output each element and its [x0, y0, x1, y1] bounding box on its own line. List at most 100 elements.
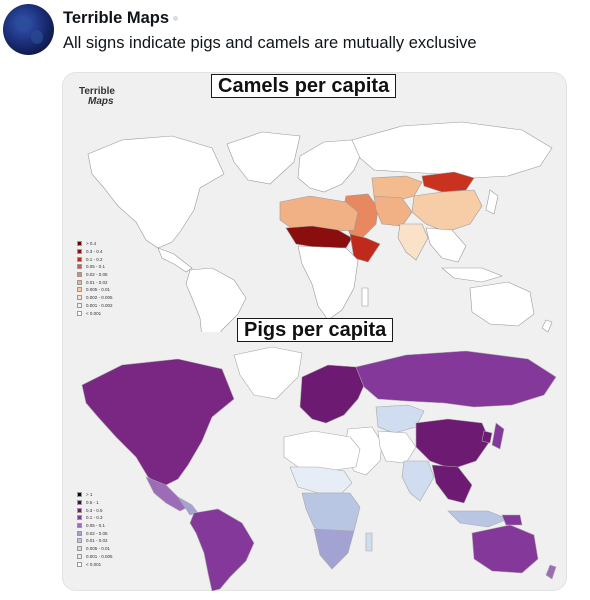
region-mexico	[145, 476, 189, 512]
legend-row: 0.002 - 0.005	[77, 294, 113, 302]
legend-swatch	[77, 546, 82, 552]
legend-row: 0.001 - 0.002	[77, 302, 113, 310]
camels-legend: > 0.4 0.3 - 0.4 0.1 - 0.2 0.05 - 0.1 0.02 - …	[77, 240, 113, 317]
legend-row: 0.1 - 0.2	[77, 255, 113, 263]
region-china	[411, 189, 483, 233]
legend-label: 0.005 - 0.01	[86, 546, 111, 552]
legend-row: < 0.001	[77, 309, 113, 317]
legend-label: 0.001 - 0.002	[86, 302, 113, 308]
region-southern-africa	[313, 528, 355, 570]
legend-swatch	[77, 507, 82, 513]
legend-row: 0.005 - 0.01	[77, 545, 113, 553]
region-north-america	[87, 135, 225, 249]
legend-swatch	[77, 264, 82, 270]
region-russia	[355, 350, 557, 408]
logo-line-1: Terrible	[79, 86, 115, 97]
region-russia	[351, 121, 553, 179]
camels-map-title: Camels per capita	[211, 74, 397, 98]
terrible-maps-logo: Terrible Maps	[79, 87, 115, 107]
region-southeast-asia	[425, 227, 467, 263]
region-papua	[501, 514, 523, 526]
legend-row: 0.001 - 0.005	[77, 553, 113, 561]
legend-swatch	[77, 500, 82, 506]
legend-row: 0.05 - 0.1	[77, 522, 113, 530]
author-header: Terrible Maps	[63, 7, 179, 29]
legend-swatch	[77, 272, 82, 278]
region-mongolia	[421, 171, 475, 193]
legend-row: > 1	[77, 491, 113, 499]
legend-swatch	[77, 492, 82, 498]
map-landmasses	[87, 121, 553, 332]
pigs-map-title: Pigs per capita	[237, 318, 394, 342]
region-new-zealand	[545, 564, 557, 580]
legend-label: 0.3 - 0.5	[86, 507, 103, 513]
pigs-world-map	[81, 346, 557, 591]
legend-label: 0.02 - 0.05	[86, 530, 108, 536]
legend-row: > 0.4	[77, 240, 113, 248]
author-name[interactable]: Terrible Maps	[63, 8, 170, 27]
logo-line-2: Maps	[88, 96, 114, 107]
region-europe	[299, 364, 367, 424]
verified-badge-icon	[173, 15, 179, 21]
legend-label: < 0.001	[86, 310, 102, 316]
region-south-america	[189, 508, 255, 591]
tweet-text: All signs indicate pigs and camels are m…	[63, 34, 477, 52]
region-west-africa	[289, 466, 353, 494]
region-japan	[485, 189, 499, 215]
legend-row: 0.01 - 0.02	[77, 537, 113, 545]
tweet-media-image[interactable]: Terrible Maps Camels per capita Pigs per…	[62, 72, 567, 591]
legend-swatch	[77, 256, 82, 262]
legend-row: < 0.001	[77, 560, 113, 568]
region-south-america	[185, 267, 247, 332]
legend-label: 0.001 - 0.005	[86, 553, 113, 559]
legend-label: 0.05 - 0.1	[86, 523, 106, 529]
region-greenland	[233, 346, 303, 400]
region-indonesia	[447, 510, 509, 528]
legend-swatch	[77, 538, 82, 544]
legend-row: 0.02 - 0.05	[77, 529, 113, 537]
legend-label: 0.002 - 0.005	[86, 295, 113, 301]
region-australia	[471, 524, 539, 574]
legend-label: 0.1 - 0.3	[86, 515, 103, 521]
legend-swatch	[77, 279, 82, 285]
region-china	[415, 418, 491, 470]
legend-label: < 0.001	[86, 561, 102, 567]
pigs-legend: > 1 0.5 - 1 0.3 - 0.5 0.1 - 0.3 0.05 - 0.1 0.…	[77, 491, 113, 568]
legend-row: 0.5 - 1	[77, 499, 113, 507]
legend-label: 0.5 - 1	[86, 500, 99, 506]
legend-swatch	[77, 523, 82, 529]
region-north-africa	[283, 430, 361, 472]
region-sub-saharan-africa	[297, 245, 359, 321]
region-indonesia	[441, 267, 503, 283]
legend-swatch	[77, 241, 82, 247]
region-korea	[481, 430, 493, 444]
map-landmasses	[81, 346, 557, 591]
region-india	[401, 460, 435, 502]
legend-label: 0.05 - 0.1	[86, 264, 106, 270]
legend-swatch	[77, 515, 82, 521]
legend-swatch	[77, 530, 82, 536]
legend-swatch	[77, 310, 82, 316]
avatar-landmass	[31, 30, 43, 44]
legend-swatch	[77, 302, 82, 308]
legend-row: 0.1 - 0.3	[77, 514, 113, 522]
region-horn-of-africa	[349, 233, 381, 263]
legend-swatch	[77, 553, 82, 559]
legend-label: 0.005 - 0.01	[86, 287, 111, 293]
legend-swatch	[77, 249, 82, 255]
region-new-zealand	[541, 319, 553, 332]
legend-swatch	[77, 561, 82, 567]
legend-swatch	[77, 295, 82, 301]
legend-label: > 1	[86, 492, 93, 498]
legend-row: 0.01 - 0.02	[77, 278, 113, 286]
legend-swatch	[77, 287, 82, 293]
region-madagascar	[365, 532, 373, 552]
legend-label: 0.3 - 0.4	[86, 249, 103, 255]
region-central-america	[157, 247, 193, 273]
region-greenland	[226, 131, 301, 185]
camels-world-map	[87, 121, 553, 332]
author-avatar[interactable]	[3, 4, 54, 55]
legend-row: 0.3 - 0.5	[77, 506, 113, 514]
region-europe	[297, 139, 363, 193]
region-iran-pakistan	[377, 430, 417, 464]
